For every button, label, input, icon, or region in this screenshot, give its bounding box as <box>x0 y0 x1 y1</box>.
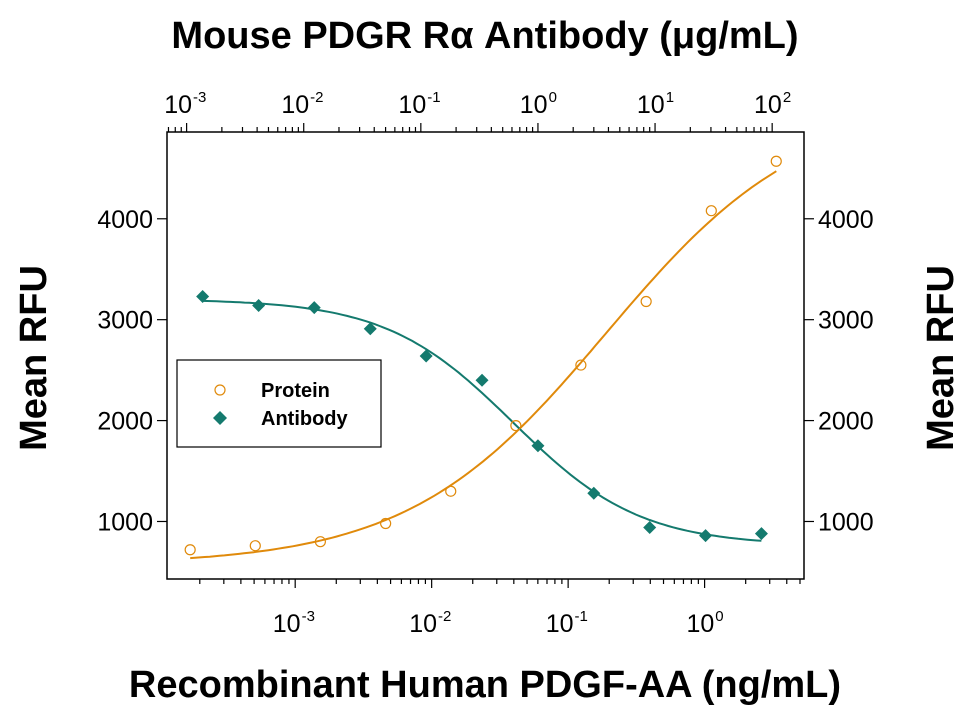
antibody-data-point <box>643 521 657 535</box>
right-axis-title: Mean RFU <box>920 265 962 451</box>
legend-box <box>176 359 382 448</box>
protein-data-point <box>640 295 652 308</box>
top-tick-label-base: 10 <box>754 91 782 119</box>
legend-protein-marker <box>214 384 226 396</box>
top-tick-label-exponent: 2 <box>783 89 791 106</box>
top-tick-label: 10 0 <box>520 89 557 119</box>
protein-data-point <box>184 544 196 556</box>
antibody-data-point <box>363 322 377 336</box>
top-tick-label: 10 -1 <box>398 89 440 119</box>
left-y-tick-label: 2000 <box>97 408 153 436</box>
top-tick-label: 10 1 <box>637 89 674 119</box>
top-tick-label-exponent: -3 <box>193 89 206 106</box>
top-tick-label: 10 -3 <box>164 89 206 119</box>
protein-data-point <box>249 540 261 552</box>
fit-curves <box>190 170 777 560</box>
protein-fit-curve <box>190 170 777 560</box>
bottom-tick-label-base: 10 <box>546 610 574 638</box>
bottom-tick-label-base: 10 <box>273 610 301 638</box>
antibody-data-point <box>531 439 545 453</box>
top-tick-label: 10 2 <box>754 89 791 119</box>
bottom-tick-label: 10 -2 <box>409 608 451 638</box>
protein-data-point <box>770 155 782 167</box>
bottom-tick-label-base: 10 <box>409 610 437 638</box>
top-tick-label-exponent: -1 <box>427 89 440 106</box>
top-tick-label-exponent: -2 <box>310 89 323 106</box>
top-axis-title: Mouse PDGR Rα Antibody (μg/mL) <box>171 15 798 57</box>
right-y-tick-label: 3000 <box>818 307 874 335</box>
plot-frame <box>166 131 805 580</box>
bottom-tick-label-exponent: -2 <box>438 608 451 625</box>
protein-data-point <box>510 420 522 432</box>
right-y-tick-label: 2000 <box>818 408 874 436</box>
antibody-data-point <box>252 299 266 313</box>
top-tick-label: 10 -2 <box>281 89 323 119</box>
antibody-data-point <box>754 527 768 541</box>
legend: Protein Antibody <box>176 359 382 448</box>
top-tick-label-base: 10 <box>281 91 309 119</box>
protein-data-point <box>314 536 326 548</box>
top-tick-label-base: 10 <box>398 91 426 119</box>
top-tick-label-exponent: 1 <box>666 89 674 106</box>
antibody-data-point <box>475 373 489 387</box>
bottom-axis-title: Recombinant Human PDGF-AA (ng/mL) <box>129 664 841 706</box>
antibody-data-point <box>419 349 433 363</box>
protein-data-point <box>705 205 717 217</box>
data-points <box>184 155 782 556</box>
bottom-tick-label-exponent: -1 <box>575 608 588 625</box>
left-y-tick-label: 4000 <box>97 206 153 234</box>
ticks-layer: 10 -3 10 -2 10 -1 10 010 -3 10 -2 10 -1 10 0 10 1 10 21000… <box>97 89 873 638</box>
right-y-tick-label: 4000 <box>818 206 874 234</box>
legend-antibody-label: Antibody <box>261 408 349 430</box>
left-y-tick-label: 1000 <box>97 508 153 536</box>
top-tick-label-base: 10 <box>164 91 192 119</box>
protein-data-point <box>380 517 392 530</box>
protein-data-point <box>445 485 457 497</box>
legend-protein-label: Protein <box>261 380 330 402</box>
antibody-data-point <box>307 301 321 315</box>
antibody-fit-curve <box>202 299 762 542</box>
bottom-tick-label-exponent: -3 <box>302 608 315 625</box>
top-tick-label-base: 10 <box>637 91 665 119</box>
left-y-tick-label: 3000 <box>97 307 153 335</box>
antibody-data-point <box>699 529 713 543</box>
left-axis-title: Mean RFU <box>13 265 55 451</box>
bottom-tick-label: 10 -3 <box>273 608 315 638</box>
top-tick-label-exponent: 0 <box>549 89 557 106</box>
bottom-tick-label-base: 10 <box>686 610 714 638</box>
protein-data-point <box>575 359 587 371</box>
legend-antibody-marker <box>213 411 227 425</box>
bottom-tick-label: 10 0 <box>686 608 723 638</box>
antibody-data-point <box>587 486 601 500</box>
bottom-tick-label: 10 -1 <box>546 608 588 638</box>
antibody-data-point <box>196 289 210 303</box>
bottom-tick-label-exponent: 0 <box>715 608 723 625</box>
top-tick-label-base: 10 <box>520 91 548 119</box>
right-y-tick-label: 1000 <box>818 508 874 536</box>
